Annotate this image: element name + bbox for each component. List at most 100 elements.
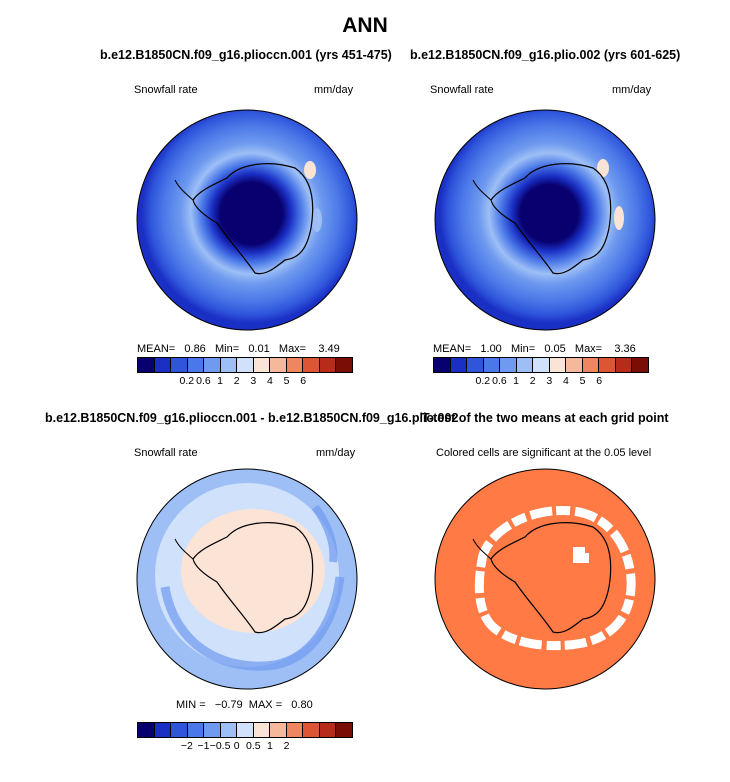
panel-2-colorbar-swatches xyxy=(433,357,649,373)
colorbar-tick-label: 2 xyxy=(283,740,290,752)
colorbar-swatch xyxy=(237,723,254,737)
panel-4-subtitle: Colored cells are significant at the 0.0… xyxy=(436,447,652,459)
colorbar-tick-label: 1 xyxy=(513,375,519,387)
colorbar-swatch xyxy=(154,358,172,372)
colorbar-tick-label: −1 xyxy=(197,740,210,752)
colorbar-tick-label: 4 xyxy=(267,375,273,387)
panel-2-stats: MEAN= 1.00 Min= 0.05 Max= 3.36 xyxy=(433,343,636,355)
colorbar-swatch xyxy=(516,358,534,372)
colorbar-swatch xyxy=(549,358,567,372)
colorbar-swatch xyxy=(582,358,600,372)
colorbar-tick-label: 2 xyxy=(233,375,240,387)
colorbar-swatch xyxy=(171,723,188,737)
panel-2-colorbar: 0.2 0.6 1 2 3 4 5 6 xyxy=(433,357,649,387)
colorbar-tick-label: 0 xyxy=(233,740,240,752)
colorbar-tick-label: 3 xyxy=(546,375,553,387)
panel-1-colorbar: 0.2 0.6 1 2 3 4 5 6 xyxy=(137,357,353,387)
colorbar-tick-label: 0.5 xyxy=(245,740,261,752)
colorbar-swatch xyxy=(187,358,205,372)
colorbar-swatch xyxy=(154,723,172,737)
colorbar-tick-label: 5 xyxy=(283,375,290,387)
panel-1-map xyxy=(136,109,358,331)
panel-3-colorbar-swatches xyxy=(137,722,353,738)
colorbar-swatch xyxy=(171,358,188,372)
panel-4-title: T-test of the two means at each grid poi… xyxy=(422,411,669,425)
colorbar-tick-label: 6 xyxy=(300,375,307,387)
panel-3-colorbar: −2 −1 −0.5 0 0.5 1 2 xyxy=(137,722,353,752)
colorbar-swatch xyxy=(336,723,352,737)
colorbar-swatch xyxy=(615,358,633,372)
colorbar-swatch xyxy=(220,723,238,737)
colorbar-swatch xyxy=(220,358,238,372)
panel-1-units-label: mm/day xyxy=(314,84,354,96)
colorbar-tick-label: 5 xyxy=(579,375,586,387)
panel-1-antarctica-coastline xyxy=(192,163,314,275)
panel-2-hotspot-e xyxy=(614,206,624,230)
colorbar-swatch xyxy=(303,358,320,372)
colorbar-swatch xyxy=(533,358,550,372)
colorbar-swatch xyxy=(253,723,271,737)
panel-2-antarctica-coastline xyxy=(490,163,612,275)
panel-1-title: b.e12.B1850CN.f09_g16.plioccn.001 (yrs 4… xyxy=(100,48,392,62)
colorbar-swatch xyxy=(253,358,271,372)
colorbar-swatch xyxy=(434,358,451,372)
colorbar-swatch xyxy=(286,723,304,737)
panel-4-antarctica-coastline xyxy=(490,522,612,634)
colorbar-swatch xyxy=(286,358,304,372)
colorbar-swatch xyxy=(270,723,287,737)
panel-3-colorbar-ticks: −2 −1 −0.5 0 0.5 1 2 xyxy=(137,738,353,752)
panel-3-stats: MIN = −0.79 MAX = 0.80 xyxy=(176,699,313,711)
colorbar-swatch xyxy=(303,723,320,737)
panel-4-nonsignificant-ring xyxy=(474,505,636,651)
panel-1-stats: MEAN= 0.86 Min= 0.01 Max= 3.49 xyxy=(137,343,340,355)
colorbar-tick-label: 0.2 xyxy=(179,375,195,387)
panel-2-colorbar-ticks: 0.2 0.6 1 2 3 4 5 6 xyxy=(433,373,649,387)
colorbar-swatch xyxy=(500,358,517,372)
colorbar-swatch xyxy=(483,358,501,372)
panel-3-positive-region xyxy=(181,509,325,633)
panel-1-colorbar-swatches xyxy=(137,357,353,373)
panel-1-variable-label: Snowfall rate xyxy=(134,84,198,96)
colorbar-swatch xyxy=(632,358,648,372)
panel-2-title: b.e12.B1850CN.f09_g16.plio.002 (yrs 601-… xyxy=(410,48,681,62)
panel-3-antarctica-coastline xyxy=(192,522,314,634)
panel-2-hotspot-ne xyxy=(597,159,609,177)
panel-3-variable-label: Snowfall rate xyxy=(134,447,198,459)
panel-3-map xyxy=(136,468,358,690)
panel-1-hotspot-ne xyxy=(304,161,316,179)
colorbar-swatch xyxy=(270,358,287,372)
panel-3-units-label: mm/day xyxy=(316,447,356,459)
colorbar-tick-label: 0.6 xyxy=(492,375,507,387)
colorbar-swatch xyxy=(138,723,155,737)
colorbar-tick-label: 0.6 xyxy=(196,375,211,387)
panel-2-units-label: mm/day xyxy=(612,84,652,96)
panel-4-map xyxy=(434,468,656,690)
panel-1-hotspot-e xyxy=(312,208,322,232)
panel-3-title: b.e12.B1850CN.f09_g16.plioccn.001 - b.e1… xyxy=(45,411,459,425)
colorbar-swatch xyxy=(187,723,205,737)
colorbar-tick-label: −2 xyxy=(180,740,193,752)
colorbar-swatch xyxy=(450,358,468,372)
colorbar-swatch xyxy=(467,358,484,372)
colorbar-swatch xyxy=(138,358,155,372)
colorbar-tick-label: 3 xyxy=(250,375,257,387)
colorbar-swatch xyxy=(336,358,352,372)
colorbar-swatch xyxy=(566,358,583,372)
colorbar-swatch xyxy=(204,358,221,372)
colorbar-tick-label: 2 xyxy=(529,375,536,387)
colorbar-swatch xyxy=(319,723,337,737)
colorbar-tick-label: 4 xyxy=(563,375,569,387)
main-title: ANN xyxy=(342,14,388,37)
colorbar-swatch xyxy=(599,358,616,372)
colorbar-tick-label: −0.5 xyxy=(209,740,231,752)
panel-2-variable-label: Snowfall rate xyxy=(430,84,494,96)
colorbar-swatch xyxy=(319,358,337,372)
colorbar-swatch xyxy=(204,723,221,737)
colorbar-tick-label: 0.2 xyxy=(475,375,491,387)
panel-2-map xyxy=(434,109,656,331)
colorbar-swatch xyxy=(237,358,254,372)
colorbar-tick-label: 1 xyxy=(267,740,273,752)
colorbar-tick-label: 1 xyxy=(217,375,223,387)
panel-1-colorbar-ticks: 0.2 0.6 1 2 3 4 5 6 xyxy=(137,373,353,387)
colorbar-tick-label: 6 xyxy=(596,375,603,387)
